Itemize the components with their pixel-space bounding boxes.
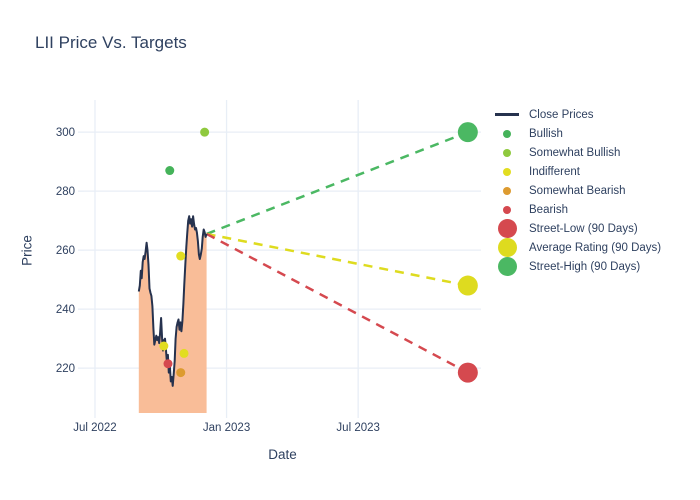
- legend-label: Close Prices: [529, 108, 594, 121]
- y-tick-label: 220: [56, 363, 75, 375]
- legend-item-average-rating[interactable]: Average Rating (90 Days): [494, 238, 661, 257]
- legend-item-bearish[interactable]: Bearish: [494, 200, 661, 219]
- legend-label: Indifferent: [529, 165, 580, 178]
- rating-point-bullish[interactable]: [165, 166, 175, 176]
- legend-label: Bullish: [529, 127, 563, 140]
- projection-line-street-high: [206, 130, 469, 236]
- x-tick-label: Jul 2023: [336, 422, 379, 434]
- legend-item-somewhat-bearish[interactable]: Somewhat Bearish: [494, 181, 661, 200]
- indifferent-legend-marker-icon: [494, 167, 520, 176]
- rating-point-indifferent[interactable]: [179, 348, 189, 358]
- rating-point-indifferent[interactable]: [159, 341, 169, 351]
- x-tick-label: Jul 2022: [73, 422, 116, 434]
- target-point-street-low[interactable]: [457, 362, 478, 383]
- chart-title: LII Price Vs. Targets: [35, 33, 187, 52]
- legend-item-street-high[interactable]: Street-High (90 Days): [494, 257, 661, 276]
- y-tick-label: 240: [56, 304, 75, 316]
- projection-line-street-low: [206, 232, 469, 374]
- y-tick-label: 260: [56, 245, 75, 257]
- bullish-legend-marker-icon: [494, 129, 520, 138]
- legend-item-street-low[interactable]: Street-Low (90 Days): [494, 219, 661, 238]
- x-tick-label: Jan 2023: [203, 422, 250, 434]
- close-prices-legend-marker-icon: [494, 113, 520, 116]
- legend-label: Street-Low (90 Days): [529, 222, 638, 235]
- somewhat-bearish-legend-marker-icon: [494, 186, 520, 195]
- close-price-line: [137, 215, 208, 387]
- street-high-legend-marker-icon: [494, 257, 520, 276]
- legend-item-somewhat-bullish[interactable]: Somewhat Bullish: [494, 143, 661, 162]
- legend-label: Somewhat Bullish: [529, 146, 621, 159]
- y-tick-label: 300: [56, 127, 75, 139]
- somewhat-bullish-legend-marker-icon: [494, 148, 520, 157]
- legend-label: Bearish: [529, 203, 568, 216]
- projection-line-average-rating: [206, 232, 469, 287]
- legend-item-indifferent[interactable]: Indifferent: [494, 162, 661, 181]
- y-tick-label: 280: [56, 186, 75, 198]
- rating-point-indifferent[interactable]: [176, 251, 186, 261]
- legend-item-close-prices[interactable]: Close Prices: [494, 105, 661, 124]
- bearish-legend-marker-icon: [494, 205, 520, 214]
- average-rating-legend-marker-icon: [494, 238, 520, 257]
- target-point-average-rating[interactable]: [457, 275, 478, 296]
- legend-label: Somewhat Bearish: [529, 184, 626, 197]
- chart-legend: Close Prices Bullish Somewhat Bullish Indif…: [494, 105, 661, 276]
- legend-item-bullish[interactable]: Bullish: [494, 124, 661, 143]
- target-point-street-high[interactable]: [457, 122, 478, 143]
- legend-label: Average Rating (90 Days): [529, 241, 662, 254]
- rating-point-bearish[interactable]: [163, 359, 173, 369]
- legend-label: Street-High (90 Days): [529, 260, 641, 273]
- x-axis-title: Date: [268, 447, 297, 462]
- rating-point-somewhat-bearish[interactable]: [176, 368, 186, 378]
- close-price-area: [138, 216, 207, 413]
- street-low-legend-marker-icon: [494, 219, 520, 238]
- rating-point-somewhat-bullish[interactable]: [200, 127, 210, 137]
- y-axis-title: Price: [19, 235, 35, 266]
